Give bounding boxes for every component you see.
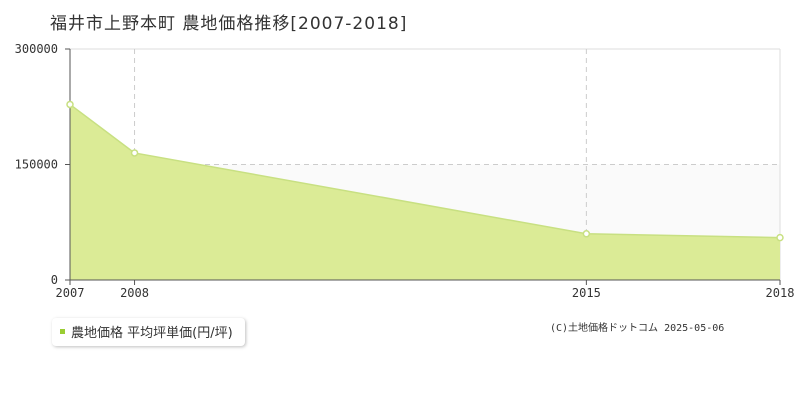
x-tick-label: 2007 [56, 286, 85, 300]
copyright-text: (C)土地価格ドットコム 2025-05-06 [550, 323, 725, 334]
axes [65, 48, 781, 285]
data-point [776, 233, 784, 242]
y-tick-label: 150000 [15, 158, 58, 172]
x-tick-label: 2008 [120, 286, 149, 300]
series-area [70, 104, 780, 280]
data-point [582, 230, 591, 238]
y-tick-label: 0 [51, 273, 58, 287]
series-line [69, 103, 781, 239]
legend: 農地価格 平均坪単価(円/坪) [52, 318, 245, 346]
x-tick-label: 2015 [572, 286, 601, 300]
data-markers [66, 100, 784, 242]
x-tick-labels: 2007 2008 2015 2018 [56, 286, 795, 300]
chart-title: 福井市上野本町 農地価格推移[2007-2018] [50, 14, 408, 34]
data-point [130, 149, 139, 157]
legend-label: 農地価格 平均坪単価(円/坪) [71, 326, 233, 341]
data-point [66, 100, 74, 109]
y-tick-labels: 0 150000 300000 [15, 42, 58, 287]
legend-marker [60, 329, 65, 334]
x-tick-label: 2018 [766, 286, 795, 300]
y-tick-label: 300000 [15, 42, 58, 56]
